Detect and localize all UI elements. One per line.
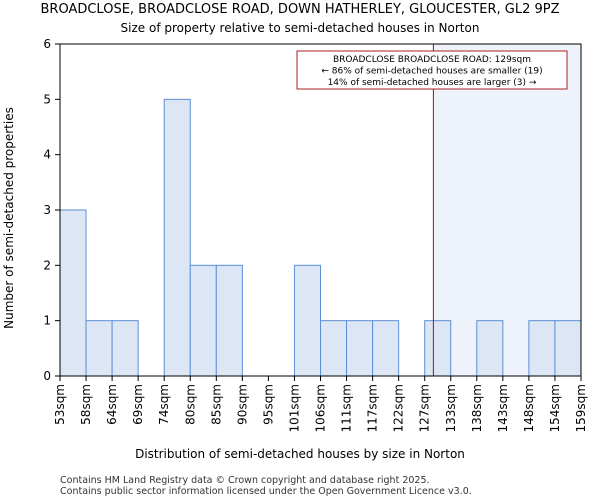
- y-axis-label: Number of semi-detached properties: [2, 107, 16, 329]
- x-tick-label: 74sqm: [157, 384, 171, 425]
- x-tick-label: 111sqm: [340, 384, 354, 432]
- chart-title: BROADCLOSE, BROADCLOSE ROAD, DOWN HATHER…: [41, 2, 560, 17]
- x-tick-label: 143sqm: [496, 384, 510, 432]
- chart-subtitle: Size of property relative to semi-detach…: [121, 21, 480, 35]
- x-tick-label: 122sqm: [392, 384, 406, 432]
- x-tick-label: 117sqm: [366, 384, 380, 432]
- x-tick-label: 127sqm: [418, 384, 432, 432]
- bar-64sqm: [111, 320, 139, 377]
- bar-101sqm: [293, 264, 322, 377]
- bar-74sqm: [163, 98, 191, 377]
- annotation-line-2: ← 86% of semi-detached houses are smalle…: [321, 67, 542, 77]
- y-tick-label: 0: [43, 369, 51, 383]
- bar-148sqm: [528, 320, 556, 377]
- x-tick-label: 138sqm: [470, 384, 484, 432]
- x-axis-label: Distribution of semi-detached houses by …: [135, 447, 465, 461]
- x-tick-label: 106sqm: [314, 384, 328, 432]
- x-tick-label: 101sqm: [287, 384, 301, 432]
- x-tick-label: 85sqm: [209, 384, 223, 425]
- x-tick-label: 90sqm: [235, 384, 249, 425]
- x-tick-label: 154sqm: [548, 384, 562, 432]
- y-tick-label: 5: [43, 92, 51, 106]
- x-tick-label: 95sqm: [261, 384, 275, 425]
- y-tick-label: 1: [43, 314, 51, 328]
- x-tick-label: 58sqm: [79, 384, 93, 425]
- bar-127sqm: [424, 320, 452, 377]
- bar-111sqm: [346, 320, 374, 377]
- x-tick-label: 159sqm: [574, 384, 588, 432]
- x-tick-label: 53sqm: [53, 384, 67, 425]
- x-tick-label: 148sqm: [522, 384, 536, 432]
- annotation-line-1: BROADCLOSE BROADCLOSE ROAD: 129sqm: [333, 55, 531, 65]
- bar-117sqm: [372, 320, 400, 377]
- bar-85sqm: [215, 264, 243, 377]
- bar-138sqm: [476, 320, 504, 377]
- y-tick-label: 3: [43, 203, 51, 217]
- x-tick-label: 64sqm: [105, 384, 119, 425]
- bar-58sqm: [85, 320, 113, 377]
- annotation-line-3: 14% of semi-detached houses are larger (…: [328, 78, 537, 88]
- x-tick-label: 133sqm: [444, 384, 458, 432]
- y-tick-label: 2: [43, 258, 51, 272]
- footer-line-2: Contains public sector information licen…: [60, 486, 472, 497]
- bar-154sqm: [554, 320, 582, 377]
- x-tick-label: 69sqm: [131, 384, 145, 425]
- y-tick-label: 4: [43, 148, 51, 162]
- bar-53sqm: [59, 209, 87, 377]
- y-tick-label: 6: [43, 37, 51, 51]
- bar-106sqm: [320, 320, 348, 377]
- x-tick-label: 80sqm: [183, 384, 197, 425]
- footer-line-1: Contains HM Land Registry data © Crown c…: [60, 475, 430, 486]
- annotation-box: [296, 50, 568, 90]
- bar-80sqm: [189, 264, 217, 377]
